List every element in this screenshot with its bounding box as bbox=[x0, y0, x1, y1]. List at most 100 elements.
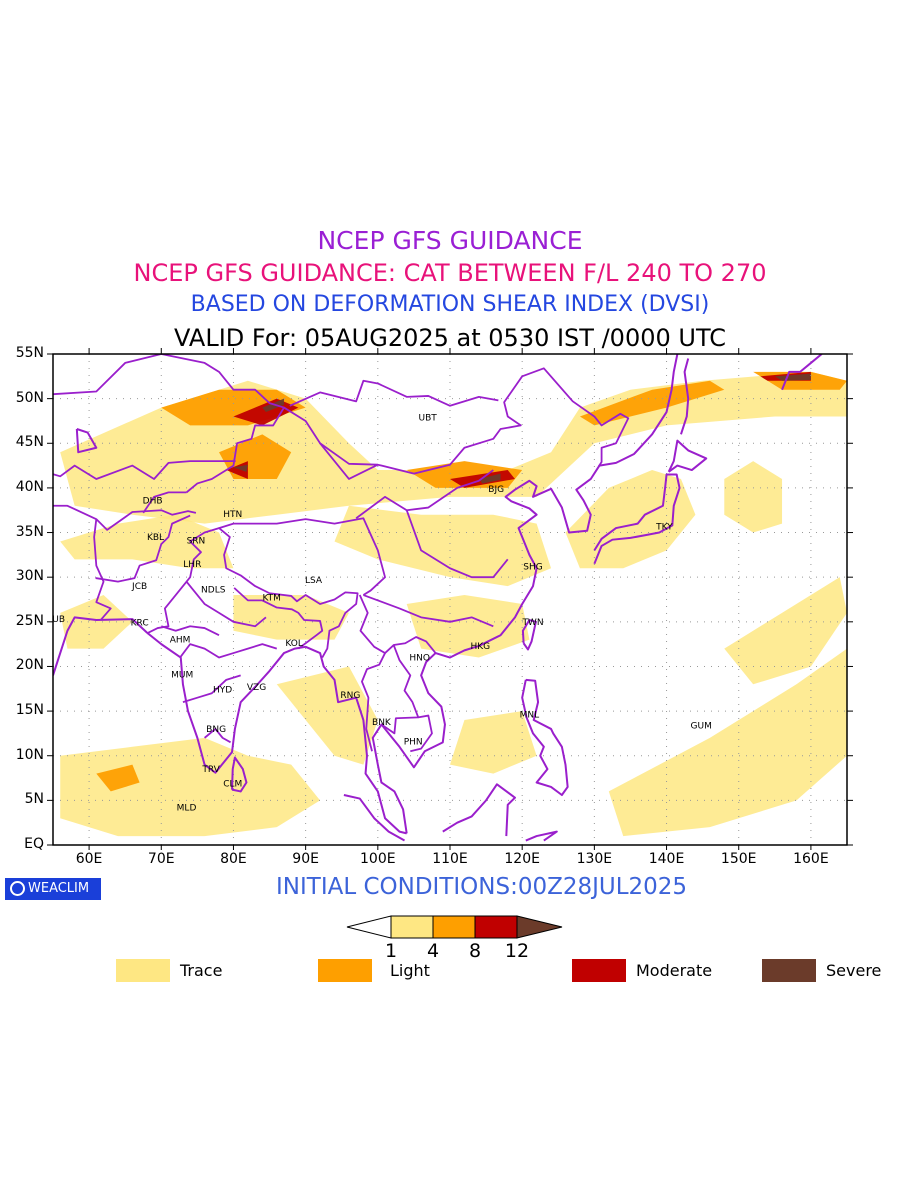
station-labels: UBT BJG TKY DHB HTN KBL SRN LHR SHG JCB NDLS KTM LSA… bbox=[45, 413, 712, 814]
colorbar bbox=[346, 915, 563, 939]
lon-label: 160E bbox=[793, 851, 829, 867]
shading-trace bbox=[233, 595, 349, 640]
shading-trace bbox=[60, 737, 321, 837]
coastline bbox=[521, 678, 569, 797]
colorbar-under bbox=[346, 915, 392, 939]
lon-label: 110E bbox=[432, 851, 468, 867]
coastline bbox=[343, 794, 406, 842]
country-border bbox=[358, 594, 420, 735]
station-label-hkg: HKG bbox=[470, 642, 490, 652]
station-label-bng: BNG bbox=[206, 725, 226, 735]
station-label-rng: RNG bbox=[340, 691, 360, 701]
shading-moderate bbox=[226, 461, 248, 479]
lon-label: 150E bbox=[720, 851, 757, 867]
legend-label-severe: Severe bbox=[826, 961, 882, 980]
station-label-vzg: VZG bbox=[247, 683, 266, 693]
coastline bbox=[667, 439, 708, 473]
coastline bbox=[75, 428, 98, 454]
station-label-ktm: KTM bbox=[262, 594, 280, 604]
coastline bbox=[442, 783, 516, 837]
station-label-clm: CLM bbox=[223, 779, 242, 789]
shading-severe bbox=[774, 373, 811, 381]
coastline bbox=[53, 616, 407, 835]
country-border bbox=[355, 469, 494, 519]
lat-label: 35N bbox=[15, 523, 44, 540]
country-border bbox=[53, 460, 236, 480]
lon-label: 70E bbox=[147, 851, 175, 867]
country-border bbox=[146, 527, 359, 658]
turbulence-shading bbox=[60, 371, 847, 837]
lat-label: 10N bbox=[15, 746, 44, 763]
country-boundaries bbox=[53, 354, 823, 842]
lat-label: 5N bbox=[24, 791, 44, 808]
country-border bbox=[179, 643, 278, 659]
lon-label: 90E bbox=[292, 851, 319, 867]
station-label-gum: GUM bbox=[691, 721, 712, 731]
station-label-krc: KRC bbox=[131, 619, 149, 629]
title-line-3: BASED ON DEFORMATION SHEAR INDEX (DVSI) bbox=[190, 292, 710, 317]
country-border bbox=[218, 517, 386, 596]
shading-trace bbox=[450, 711, 537, 774]
initial-conditions: INITIAL CONDITIONS:00Z28JUL2025 bbox=[276, 874, 688, 900]
station-label-mum: MUM bbox=[171, 670, 193, 680]
lon-label: 60E bbox=[75, 851, 103, 867]
shading-trace bbox=[60, 595, 133, 649]
colorbar-tick-12: 12 bbox=[504, 940, 530, 962]
colorbar-tick-8: 8 bbox=[468, 940, 482, 962]
coastline bbox=[525, 830, 558, 842]
lat-label: 25N bbox=[15, 612, 44, 629]
shading-light bbox=[96, 764, 140, 792]
station-label-hyd: HYD bbox=[213, 686, 232, 696]
station-label-trv: TRV bbox=[201, 765, 220, 775]
station-label-dub: DUB bbox=[45, 615, 65, 625]
legend-swatch-moderate bbox=[572, 959, 626, 982]
station-label-bjg: BJG bbox=[488, 485, 504, 495]
station-label-shg: SHG bbox=[523, 562, 542, 572]
legend-label-trace: Trace bbox=[180, 961, 223, 980]
turbulence-map: UBT BJG TKY DHB HTN KBL SRN LHR SHG JCB NDLS KTM LSA… bbox=[45, 348, 853, 850]
title-line-2: NCEP GFS GUIDANCE: CAT BETWEEN F/L 240 T… bbox=[133, 259, 767, 287]
colorbar-tick-1: 1 bbox=[384, 940, 398, 962]
country-border bbox=[410, 714, 433, 753]
station-label-twn: TWN bbox=[521, 618, 543, 628]
axis-ticks bbox=[47, 348, 853, 850]
coastline bbox=[593, 473, 681, 565]
colorbar-tick-4: 4 bbox=[426, 940, 440, 962]
station-label-mld: MLD bbox=[177, 804, 197, 814]
station-label-ubt: UBT bbox=[418, 413, 437, 423]
legend-swatch-light bbox=[318, 959, 372, 982]
country-border bbox=[185, 367, 630, 494]
colorbar-severe bbox=[516, 915, 563, 939]
lon-label: 100E bbox=[360, 851, 396, 867]
shading-trace bbox=[724, 577, 847, 685]
lon-label: 130E bbox=[576, 851, 613, 867]
legend-swatch-trace bbox=[116, 959, 170, 982]
shading-severe bbox=[262, 398, 284, 413]
legend-swatch-severe bbox=[762, 959, 816, 982]
lat-label: 40N bbox=[15, 478, 44, 495]
coastline bbox=[521, 619, 537, 651]
shading-trace bbox=[60, 514, 234, 569]
country-border bbox=[185, 581, 267, 628]
station-label-jcb: JCB bbox=[131, 582, 147, 592]
country-border bbox=[393, 636, 437, 654]
country-border bbox=[289, 379, 499, 407]
station-label-dhb: DHB bbox=[143, 496, 163, 506]
station-label-mnl: MNL bbox=[520, 711, 540, 721]
station-label-lsa: LSA bbox=[305, 576, 323, 586]
country-border bbox=[363, 594, 494, 628]
lat-label: 45N bbox=[15, 434, 44, 451]
valid-time: VALID For: 05AUG2025 at 0530 IST /0000 U… bbox=[174, 324, 726, 352]
station-label-tky: TKY bbox=[655, 522, 673, 532]
lat-label: 30N bbox=[15, 568, 44, 585]
title-line-1: NCEP GFS GUIDANCE bbox=[317, 226, 583, 255]
shading-trace bbox=[334, 505, 552, 587]
country-border bbox=[53, 504, 197, 531]
logo-ring-icon bbox=[10, 881, 25, 896]
station-label-srn: SRN bbox=[187, 537, 206, 547]
shading-trace bbox=[276, 666, 378, 765]
colorbar-trace bbox=[390, 915, 434, 939]
shading-trace bbox=[565, 470, 696, 569]
country-border bbox=[361, 652, 386, 752]
lat-label: 55N bbox=[15, 345, 44, 361]
